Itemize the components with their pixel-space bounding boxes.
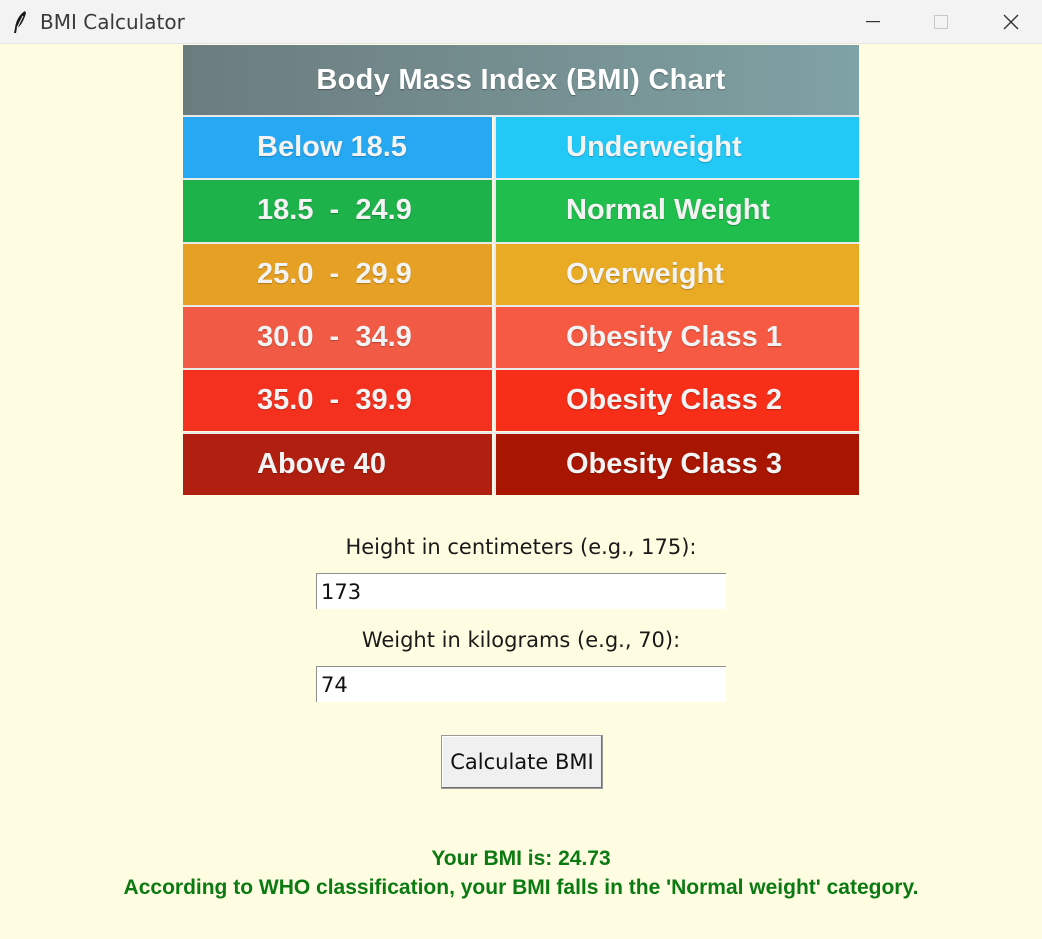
who-classification: According to WHO classification, your BM… bbox=[123, 876, 919, 899]
chart-title: Body Mass Index (BMI) Chart bbox=[183, 45, 859, 115]
weight-input[interactable] bbox=[316, 666, 726, 702]
maximize-icon bbox=[934, 15, 948, 29]
bmi-chart: Body Mass Index (BMI) Chart Below 18.5 Un… bbox=[183, 45, 859, 495]
bmi-category: Obesity Class 1 bbox=[494, 306, 859, 369]
chart-row: 30.0 - 34.9 Obesity Class 1 bbox=[183, 304, 859, 369]
chart-row: Above 40 Obesity Class 3 bbox=[183, 431, 859, 495]
chart-row: 18.5 - 24.9 Normal Weight bbox=[183, 178, 859, 242]
height-input[interactable] bbox=[316, 573, 726, 609]
bmi-range: 30.0 - 34.9 bbox=[183, 306, 492, 369]
bmi-category: Obesity Class 3 bbox=[494, 433, 859, 495]
feather-icon bbox=[12, 10, 28, 34]
minimize-icon bbox=[866, 21, 880, 23]
bmi-range: 25.0 - 29.9 bbox=[183, 243, 492, 305]
bmi-category: Underweight bbox=[494, 117, 859, 179]
bmi-category: Overweight bbox=[494, 243, 859, 305]
maximize-button[interactable] bbox=[906, 0, 976, 44]
bmi-range: Above 40 bbox=[183, 433, 492, 495]
calculate-bmi-button[interactable]: Calculate BMI bbox=[441, 735, 603, 789]
bmi-range: 18.5 - 24.9 bbox=[183, 180, 492, 242]
bmi-range: Below 18.5 bbox=[183, 117, 492, 179]
window-title: BMI Calculator bbox=[40, 10, 185, 34]
chart-row: Below 18.5 Underweight bbox=[183, 115, 859, 179]
height-label: Height in centimeters (e.g., 175): bbox=[345, 535, 697, 559]
chart-row: 35.0 - 39.9 Obesity Class 2 bbox=[183, 368, 859, 432]
minimize-button[interactable] bbox=[838, 0, 908, 44]
close-button[interactable] bbox=[976, 0, 1042, 44]
chart-row: 25.0 - 29.9 Overweight bbox=[183, 241, 859, 305]
bmi-category: Normal Weight bbox=[494, 180, 859, 242]
bmi-result: Your BMI is: 24.73 bbox=[431, 847, 611, 870]
title-bar: BMI Calculator bbox=[0, 0, 1042, 44]
close-icon bbox=[1003, 14, 1019, 30]
bmi-category: Obesity Class 2 bbox=[494, 370, 859, 432]
bmi-range: 35.0 - 39.9 bbox=[183, 370, 492, 432]
weight-label: Weight in kilograms (e.g., 70): bbox=[361, 628, 681, 652]
